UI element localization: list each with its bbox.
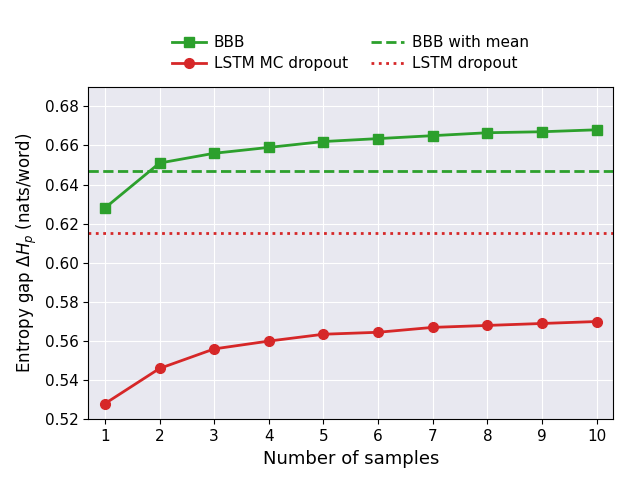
BBB	[320, 139, 327, 145]
BBB	[374, 136, 382, 142]
LSTM MC dropout	[429, 324, 437, 330]
X-axis label: Number of samples: Number of samples	[262, 450, 439, 468]
LSTM dropout	[46, 230, 54, 236]
BBB	[101, 205, 109, 211]
LSTM MC dropout	[483, 322, 491, 328]
Y-axis label: Entropy gap $\Delta H_p$ (nats/word): Entropy gap $\Delta H_p$ (nats/word)	[15, 133, 39, 373]
Legend: BBB, LSTM MC dropout, BBB with mean, LSTM dropout: BBB, LSTM MC dropout, BBB with mean, LST…	[168, 30, 533, 76]
BBB	[593, 127, 600, 133]
LSTM MC dropout	[320, 331, 327, 337]
LSTM MC dropout	[265, 338, 272, 344]
Line: BBB: BBB	[100, 125, 602, 213]
LSTM MC dropout	[593, 319, 600, 324]
LSTM MC dropout	[155, 365, 163, 371]
LSTM dropout	[101, 230, 109, 236]
BBB	[265, 145, 272, 150]
BBB	[429, 133, 437, 138]
LSTM MC dropout	[210, 346, 218, 352]
BBB with mean	[101, 168, 109, 174]
BBB	[210, 150, 218, 156]
BBB	[483, 130, 491, 135]
BBB	[155, 160, 163, 166]
LSTM MC dropout	[374, 329, 382, 335]
BBB with mean	[46, 168, 54, 174]
LSTM MC dropout	[538, 321, 546, 326]
BBB	[538, 129, 546, 134]
LSTM MC dropout	[101, 401, 109, 407]
Line: LSTM MC dropout: LSTM MC dropout	[100, 317, 602, 409]
